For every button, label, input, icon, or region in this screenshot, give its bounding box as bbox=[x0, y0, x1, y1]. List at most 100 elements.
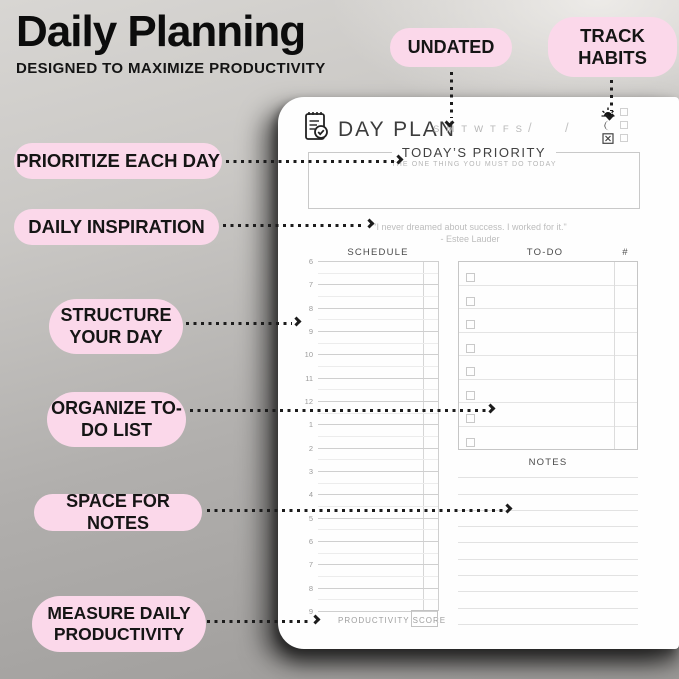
schedule-halfhour-line bbox=[318, 435, 438, 437]
schedule-hour-label: 11 bbox=[305, 373, 313, 383]
schedule-hour-line bbox=[318, 494, 438, 496]
notes-lines[interactable] bbox=[458, 462, 638, 625]
schedule-hour-line bbox=[318, 284, 438, 286]
weekday-letter: T bbox=[490, 124, 497, 135]
callout-undated: UNDATED bbox=[390, 28, 512, 67]
schedule-halfhour-line bbox=[318, 529, 438, 531]
schedule-hour-line bbox=[318, 330, 438, 332]
note-line bbox=[458, 576, 638, 593]
callout-track-habits: TRACK HABITS bbox=[548, 17, 677, 77]
schedule-hour-label: 6 bbox=[308, 257, 313, 266]
weekday-letter: F bbox=[502, 124, 510, 135]
schedule-halfhour-line bbox=[318, 552, 438, 554]
todo-checkbox[interactable] bbox=[466, 343, 475, 353]
habit-checkbox[interactable] bbox=[620, 134, 628, 142]
inspiration-arrow-icon bbox=[223, 218, 375, 229]
todo-row bbox=[459, 309, 637, 333]
todo-checkbox[interactable] bbox=[466, 390, 475, 400]
todo-checkbox[interactable] bbox=[466, 367, 475, 376]
schedule-hour-label: 7 bbox=[308, 560, 313, 570]
schedule-halfhour-line bbox=[318, 365, 438, 367]
headline: Daily Planning DESIGNED TO MAXIMIZE PROD… bbox=[16, 7, 326, 78]
weekday-letter: S bbox=[515, 124, 524, 135]
schedule-halfhour-line bbox=[318, 505, 438, 507]
track-habits-arrow-icon bbox=[604, 80, 615, 121]
todo-checkbox[interactable] bbox=[466, 273, 475, 282]
callout-daily-inspiration: DAILY INSPIRATION bbox=[14, 209, 219, 245]
todo-row bbox=[459, 380, 637, 403]
organize-arrow-icon bbox=[190, 403, 496, 414]
undated-arrow-icon bbox=[444, 72, 455, 128]
measure-arrow-icon bbox=[207, 614, 321, 625]
schedule-hour-line bbox=[318, 377, 438, 379]
schedule-halfhour-line bbox=[318, 412, 438, 414]
note-line bbox=[458, 478, 638, 495]
page-title: Daily Planning bbox=[16, 7, 306, 56]
habit-checkbox[interactable] bbox=[620, 121, 628, 129]
schedule-hour-line bbox=[318, 400, 438, 402]
todo-checkbox[interactable] bbox=[466, 296, 475, 306]
habit-row-morning bbox=[601, 106, 643, 118]
quote-author: - Estee Lauder bbox=[440, 234, 500, 244]
habit-tracker bbox=[601, 106, 643, 145]
todo-checkbox[interactable] bbox=[466, 437, 475, 447]
schedule-hour-line bbox=[318, 564, 438, 566]
callout-prioritize: PRIORITIZE EACH DAY bbox=[14, 143, 222, 179]
planner-brand: DAY PLAN bbox=[338, 118, 456, 141]
quote-text: "I never dreamed about success. I worked… bbox=[373, 222, 567, 232]
schedule-hour-label: 3 bbox=[308, 466, 313, 476]
habit-row-evening bbox=[601, 119, 643, 131]
page-subtitle: DESIGNED TO MAXIMIZE PRODUCTIVITY bbox=[16, 60, 326, 78]
todo-row bbox=[459, 333, 637, 356]
productivity-score-label: PRODUCTIVITY SCORE bbox=[338, 616, 447, 625]
todo-checkbox[interactable] bbox=[466, 414, 475, 423]
weekday-letter: W bbox=[474, 124, 485, 135]
schedule-halfhour-line bbox=[318, 599, 438, 601]
note-line bbox=[458, 511, 638, 528]
schedule-hour-label: 2 bbox=[308, 443, 313, 453]
schedule-hour-line bbox=[318, 470, 438, 472]
schedule-halfhour-line bbox=[318, 342, 438, 344]
schedule-header: SCHEDULE bbox=[347, 247, 409, 258]
callout-organize-todo: ORGANIZE TO-DO LIST bbox=[47, 392, 186, 447]
todo-number-divider bbox=[614, 262, 615, 449]
notes-header: NOTES bbox=[528, 457, 568, 468]
schedule-hour-line bbox=[318, 610, 438, 612]
note-line bbox=[458, 543, 638, 560]
schedule-hour-label: 8 bbox=[308, 303, 313, 313]
todo-row bbox=[459, 262, 637, 286]
note-line bbox=[458, 527, 638, 544]
todo-checkbox[interactable] bbox=[466, 320, 475, 329]
priority-subtitle: THE ONE THING YOU MUST DO TODAY bbox=[391, 161, 557, 168]
schedule-grid[interactable]: 6 7 8 9 10 11 12 1 2 3 4 5 6 7 8 9 bbox=[305, 257, 439, 616]
todo-row bbox=[459, 356, 637, 380]
callout-space-notes: SPACE FOR NOTES bbox=[34, 491, 202, 533]
schedule-hour-label: 6 bbox=[308, 536, 313, 546]
structure-arrow-icon bbox=[186, 316, 302, 327]
todo-row bbox=[459, 403, 637, 427]
sun-icon bbox=[601, 107, 615, 117]
todo-row bbox=[459, 286, 637, 309]
todo-count-header: # bbox=[622, 247, 629, 258]
date-slash: / bbox=[565, 120, 569, 135]
schedule-hour-line bbox=[318, 261, 438, 262]
priority-title: TODAY’S PRIORITY bbox=[309, 145, 639, 160]
todays-priority-box[interactable]: TODAY’S PRIORITY THE ONE THING YOU MUST … bbox=[308, 145, 640, 209]
schedule-hour-label: 1 bbox=[308, 420, 313, 430]
todo-table[interactable] bbox=[458, 261, 638, 450]
schedule-hour-line bbox=[318, 354, 438, 356]
schedule-hour-line bbox=[318, 307, 438, 309]
habit-checkbox[interactable] bbox=[620, 108, 628, 116]
note-line bbox=[458, 609, 638, 625]
note-line bbox=[458, 495, 638, 511]
productivity-score-box[interactable] bbox=[411, 610, 438, 627]
schedule-halfhour-line bbox=[318, 482, 438, 484]
schedule-hour-label: 9 bbox=[308, 326, 313, 336]
callout-structure-day: STRUCTURE YOUR DAY bbox=[49, 299, 183, 354]
notes-arrow-icon bbox=[207, 503, 513, 514]
schedule-hour-line bbox=[318, 540, 438, 542]
schedule-hour-label: 4 bbox=[308, 490, 313, 500]
